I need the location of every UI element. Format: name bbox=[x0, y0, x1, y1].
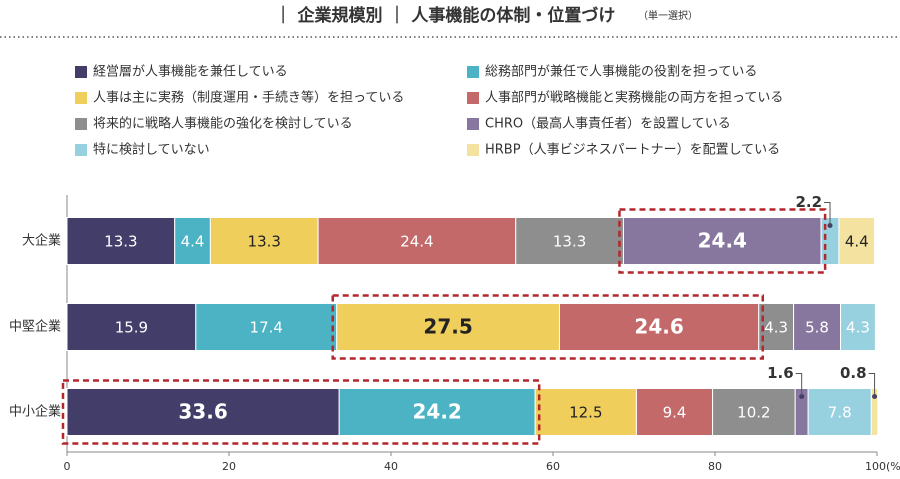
value-label: 4.3 bbox=[846, 319, 870, 337]
bar-segment bbox=[515, 217, 624, 265]
callout-line bbox=[795, 373, 803, 397]
legend-swatch bbox=[75, 118, 87, 130]
category-label: 大企業 bbox=[22, 233, 61, 249]
legend-label: 人事は主に実務（制度運用・手続き等）を担っている bbox=[93, 90, 404, 106]
callout-line bbox=[868, 373, 876, 397]
highlight-box bbox=[618, 208, 827, 274]
x-tick-label: 60 bbox=[546, 460, 560, 473]
value-label: 15.9 bbox=[115, 319, 148, 337]
bar-segment bbox=[66, 217, 176, 265]
bar-segment bbox=[338, 388, 536, 436]
value-label: 27.5 bbox=[423, 315, 472, 339]
value-label: 4.4 bbox=[845, 233, 869, 251]
legend-label: 総務部門が兼任で人事機能の役割を担っている bbox=[485, 64, 757, 80]
bar-segment bbox=[66, 388, 340, 436]
bar-segment bbox=[66, 303, 197, 351]
bar-segment bbox=[336, 303, 560, 351]
legend-label: 経営層が人事機能を兼任している bbox=[93, 65, 288, 80]
x-tick-label: 80 bbox=[708, 460, 722, 473]
value-label: 13.3 bbox=[248, 233, 281, 251]
legend-swatch bbox=[467, 118, 479, 130]
legend-swatch bbox=[467, 92, 479, 104]
bar-segment bbox=[209, 217, 319, 265]
value-label: 24.4 bbox=[698, 229, 747, 253]
legend-label: 将来的に戦略人事機能の強化を検討している bbox=[93, 116, 353, 132]
value-label: 24.2 bbox=[412, 400, 461, 424]
value-label: 13.3 bbox=[104, 233, 137, 251]
legend-swatch bbox=[75, 92, 87, 104]
value-label: 2.2 bbox=[795, 193, 822, 211]
value-label: 4.4 bbox=[181, 233, 205, 251]
legend-swatch bbox=[75, 66, 87, 78]
value-label: 9.4 bbox=[663, 404, 687, 422]
bar-segment bbox=[758, 303, 795, 351]
bar-segment bbox=[558, 303, 760, 351]
x-tick-label: 40 bbox=[384, 460, 398, 473]
legend-swatch bbox=[467, 144, 479, 156]
bar-segment bbox=[534, 388, 637, 436]
x-tick-label: 20 bbox=[222, 460, 236, 473]
value-label: 5.8 bbox=[805, 319, 829, 337]
legend-swatch bbox=[75, 144, 87, 156]
legend-label: 人事部門が戦略機能と実務機能の両方を担っている bbox=[485, 90, 783, 106]
value-label: 0.8 bbox=[840, 364, 867, 382]
chart-subtitle: （単一選択） bbox=[638, 9, 698, 22]
value-label: 12.5 bbox=[569, 404, 602, 422]
legend-label: 特に検討していない bbox=[93, 142, 210, 158]
category-label: 中堅企業 bbox=[9, 319, 61, 335]
legend-label: HRBP（人事ビジネスパートナー）を配置している bbox=[485, 143, 780, 158]
value-label: 10.2 bbox=[737, 404, 770, 422]
bar-segment bbox=[195, 303, 338, 351]
bar-segment bbox=[622, 217, 822, 265]
highlight-box bbox=[331, 294, 764, 360]
value-label: 24.4 bbox=[400, 233, 433, 251]
x-tick-label: 100(%) bbox=[865, 460, 900, 473]
bar-segment bbox=[807, 388, 872, 436]
bar-segment bbox=[838, 217, 876, 265]
value-label: 4.3 bbox=[764, 319, 788, 337]
legend-swatch bbox=[467, 66, 479, 78]
value-label: 17.4 bbox=[250, 319, 283, 337]
value-label: 13.3 bbox=[553, 233, 586, 251]
bar-segment bbox=[317, 217, 517, 265]
chart-title: ｜ 企業規模別 ｜ 人事機能の体制・位置づけ bbox=[275, 5, 616, 26]
bar-segment bbox=[793, 303, 842, 351]
legend-label: CHRO（最高人事責任者）を設置している bbox=[485, 116, 731, 132]
x-tick-label: 0 bbox=[64, 460, 71, 473]
value-label: 1.6 bbox=[767, 364, 794, 382]
bar-segment bbox=[840, 303, 876, 351]
value-label: 7.8 bbox=[828, 404, 852, 422]
bar-segment bbox=[712, 388, 796, 436]
value-label: 24.6 bbox=[634, 315, 683, 339]
category-label: 中小企業 bbox=[9, 404, 61, 420]
value-label: 33.6 bbox=[178, 400, 227, 424]
callout-line bbox=[824, 202, 831, 226]
